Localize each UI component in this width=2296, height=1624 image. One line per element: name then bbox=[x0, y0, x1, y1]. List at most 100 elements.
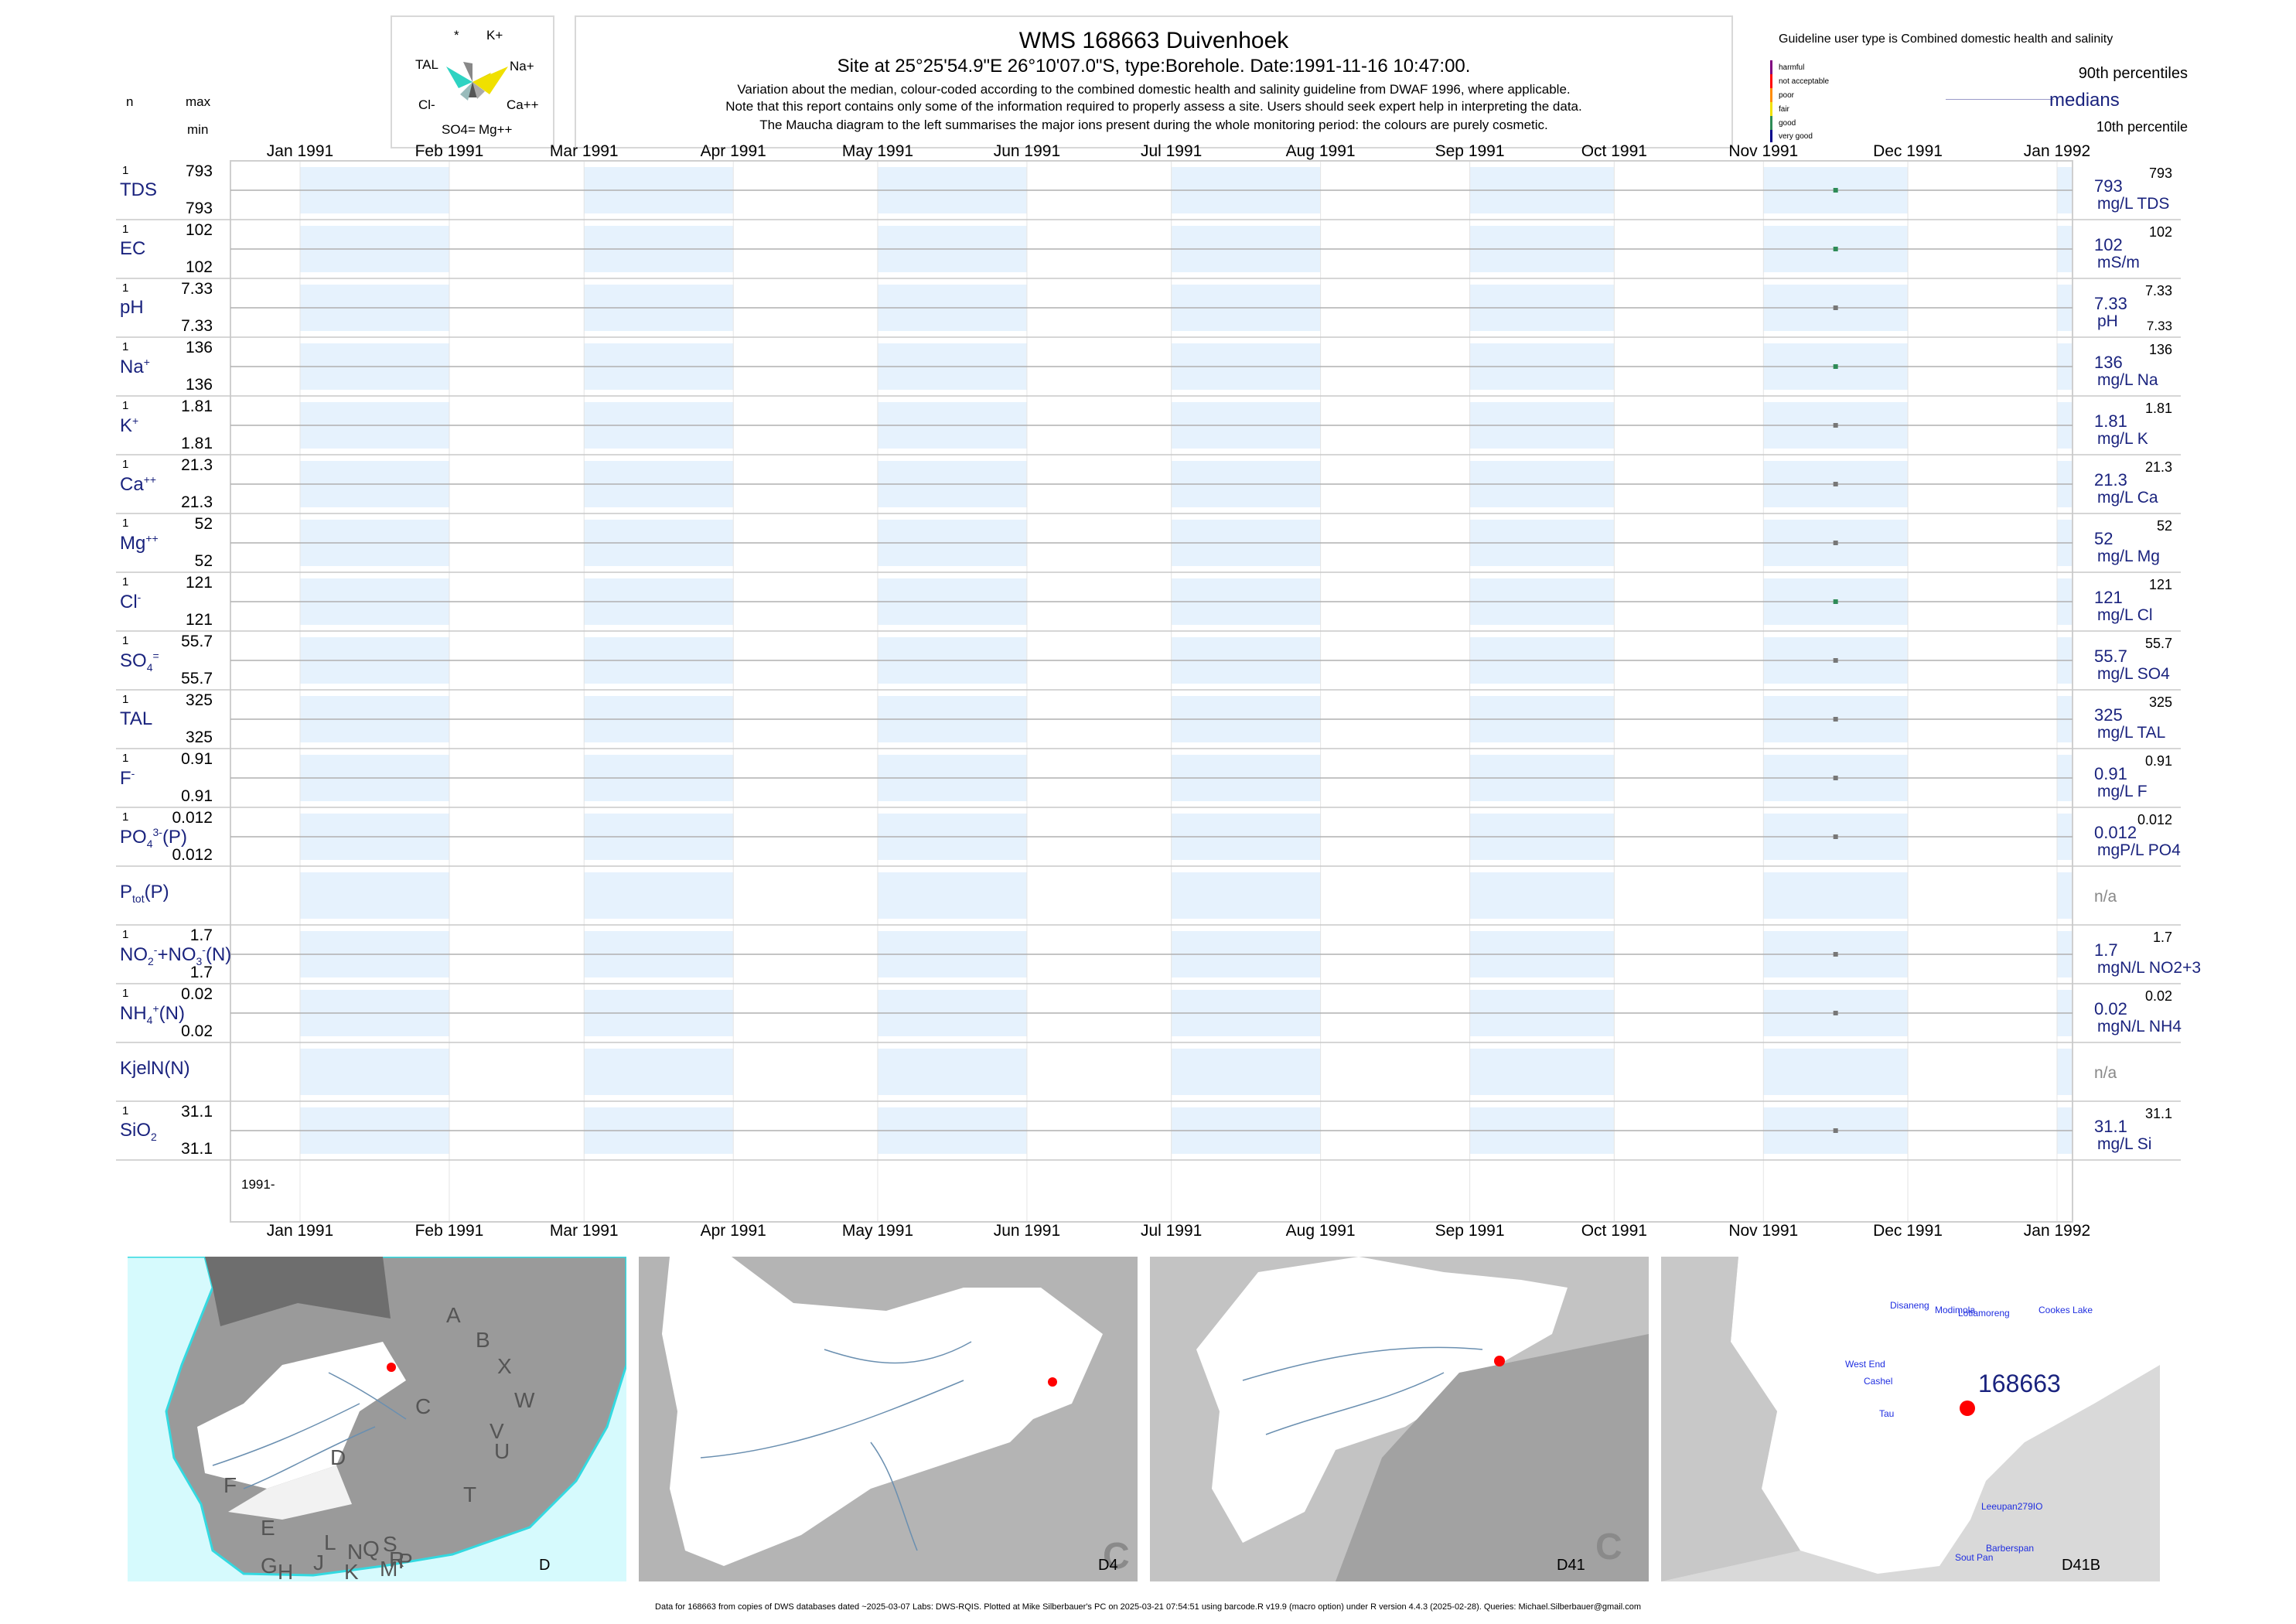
catchment-letter: G bbox=[261, 1554, 278, 1578]
data-point bbox=[1833, 188, 1838, 193]
legend-poor: poor bbox=[1779, 91, 1795, 100]
legend-very-good: very good bbox=[1779, 132, 1813, 141]
catchment-letter: W bbox=[514, 1388, 535, 1412]
month-label-top: Sep 1991 bbox=[1435, 142, 1505, 160]
row-p90: 793 bbox=[2148, 165, 2172, 181]
row-unit: mg/L K bbox=[2097, 430, 2148, 448]
row-p90: 0.012 bbox=[2137, 812, 2172, 827]
row-max: 0.91 bbox=[181, 750, 213, 768]
catchment-d41 bbox=[1196, 1257, 1568, 1543]
parameter-name: EC bbox=[120, 238, 146, 259]
d41-site-marker bbox=[1494, 1356, 1505, 1366]
month-band bbox=[584, 1049, 734, 1095]
catchment-letter: C bbox=[415, 1394, 432, 1418]
d4-rivers bbox=[700, 1341, 972, 1551]
catchment-letter: E bbox=[261, 1516, 275, 1540]
month-band bbox=[1763, 1049, 1909, 1095]
maucha-sector-so4 bbox=[460, 82, 473, 101]
row-max: 0.02 bbox=[181, 985, 213, 1003]
map-d41: C D41 bbox=[1150, 1257, 1649, 1581]
row-median: 102 bbox=[2094, 235, 2123, 254]
place-barberspan: Barberspan bbox=[1986, 1543, 2035, 1554]
parameter-name: KjelN(N) bbox=[120, 1058, 190, 1079]
parameter-name: Cl- bbox=[120, 591, 142, 612]
catchment-letter: M bbox=[380, 1557, 398, 1581]
parameter-name: TDS bbox=[120, 179, 157, 200]
sample-count: 1 bbox=[122, 1104, 129, 1117]
catchment-letter: U bbox=[494, 1439, 510, 1463]
data-point bbox=[1833, 247, 1838, 251]
row-p90: 52 bbox=[2156, 518, 2172, 534]
month-label-top: Jun 1991 bbox=[993, 142, 1061, 160]
row-p90: 21.3 bbox=[2144, 459, 2172, 475]
row-median: 121 bbox=[2094, 588, 2123, 607]
month-label-bottom: Aug 1991 bbox=[1285, 1222, 1356, 1240]
month-band bbox=[1171, 1049, 1321, 1095]
month-band bbox=[877, 872, 1027, 919]
sample-count: 1 bbox=[122, 281, 129, 295]
row-max: 102 bbox=[185, 221, 213, 239]
row-max: 793 bbox=[185, 162, 213, 180]
parameter-name: SO4= bbox=[120, 650, 159, 674]
legend-fair: fair bbox=[1779, 105, 1789, 114]
maucha-label-so4: SO4= bbox=[442, 122, 476, 137]
data-point bbox=[1833, 482, 1838, 486]
month-label-bottom: Feb 1991 bbox=[415, 1222, 484, 1240]
row-p90: 55.7 bbox=[2144, 636, 2172, 651]
row-median: 325 bbox=[2094, 705, 2123, 725]
month-label-top: Mar 1991 bbox=[549, 142, 619, 160]
month-band bbox=[2057, 872, 2073, 919]
sample-count: 1 bbox=[122, 164, 129, 177]
note-line-1: Variation about the median, colour-coded… bbox=[737, 82, 1571, 97]
row-unit: mg/L Cl bbox=[2097, 606, 2153, 624]
month-label-top: Feb 1991 bbox=[415, 142, 484, 160]
data-point bbox=[1833, 541, 1838, 545]
row-min: 1.7 bbox=[189, 964, 213, 981]
parameter-name: Ptot(P) bbox=[120, 882, 169, 905]
catchment-letter: V bbox=[490, 1419, 504, 1443]
row-max: 55.7 bbox=[181, 633, 213, 650]
month-label-bottom: Jan 1991 bbox=[266, 1222, 334, 1240]
sample-count: 1 bbox=[122, 928, 129, 941]
row-min: 136 bbox=[185, 376, 213, 394]
month-label-bottom: Jan 1992 bbox=[2023, 1222, 2091, 1240]
sample-count: 1 bbox=[122, 693, 129, 706]
footer-credits: Data for 168663 from copies of DWS datab… bbox=[655, 1602, 1641, 1612]
sample-count: 1 bbox=[122, 458, 129, 471]
place-sout-pan: Sout Pan bbox=[1955, 1552, 1994, 1563]
map-d4: C D4 bbox=[639, 1257, 1138, 1581]
catchment-letter: L bbox=[324, 1530, 336, 1554]
maucha-label-star: * bbox=[454, 28, 459, 43]
map-label-d4: D4 bbox=[1098, 1557, 1118, 1574]
row-p90: 0.02 bbox=[2144, 988, 2172, 1004]
month-label-top: Jul 1991 bbox=[1140, 142, 1203, 160]
month-label-bottom: Jul 1991 bbox=[1140, 1222, 1203, 1240]
row-p10: 7.33 bbox=[2146, 319, 2172, 333]
parameter-name: F- bbox=[120, 767, 135, 789]
max-header: max bbox=[186, 94, 211, 109]
month-label-top: Apr 1991 bbox=[700, 142, 766, 160]
legend-harmful: harmful bbox=[1779, 63, 1805, 72]
row-not-available: n/a bbox=[2094, 1064, 2117, 1082]
data-point bbox=[1833, 599, 1838, 604]
month-label-bottom: Dec 1991 bbox=[1873, 1222, 1943, 1240]
site-subtitle: Site at 25°25'54.9"E 26°10'07.0"S, type:… bbox=[837, 56, 1471, 77]
row-min: 0.012 bbox=[172, 846, 213, 864]
row-unit: mg/L TAL bbox=[2097, 724, 2166, 742]
d41-east-region bbox=[1336, 1334, 1649, 1581]
legend-p10: 10th percentile bbox=[2096, 119, 2188, 135]
parameter-name: SiO2 bbox=[120, 1120, 157, 1143]
catchment-letter: H bbox=[278, 1560, 294, 1581]
row-min: 7.33 bbox=[181, 317, 213, 335]
catchment-letter: R bbox=[389, 1547, 405, 1571]
place-west-end: West End bbox=[1845, 1359, 1885, 1370]
maucha-sector-ca bbox=[473, 82, 485, 99]
data-point bbox=[1833, 658, 1838, 663]
maucha-sector-k bbox=[463, 62, 473, 82]
sample-count: 1 bbox=[122, 340, 129, 353]
month-label-bottom: Apr 1991 bbox=[700, 1222, 766, 1240]
d4-site-marker bbox=[1048, 1377, 1057, 1387]
month-band bbox=[300, 872, 449, 919]
parameter-name: TAL bbox=[120, 708, 153, 729]
row-unit: pH bbox=[2097, 312, 2118, 330]
